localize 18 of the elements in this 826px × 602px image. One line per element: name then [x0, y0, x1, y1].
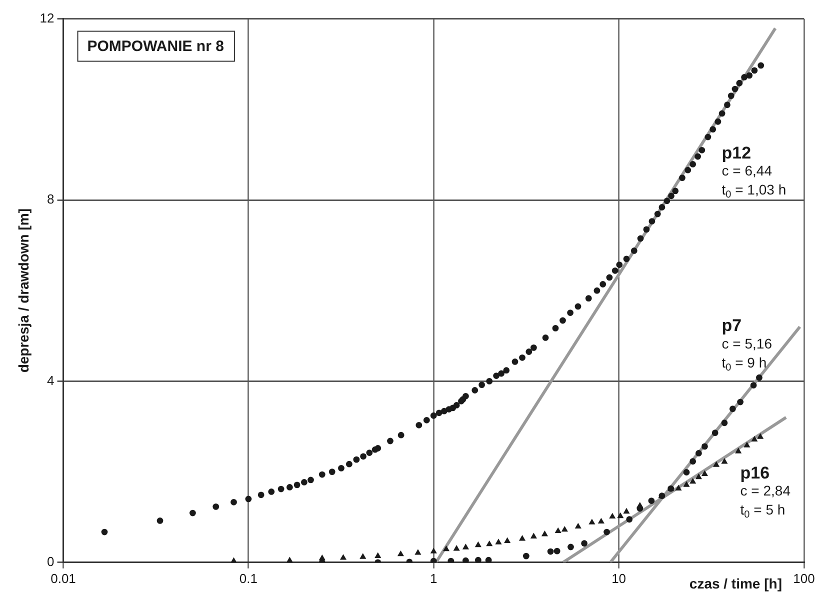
annotation: c = 6,44 [722, 162, 772, 178]
annotation: p12 [722, 143, 752, 162]
x-tick-label: 1 [430, 570, 438, 586]
x-tick-label: 10 [612, 570, 626, 586]
annotation: c = 2,84 [740, 482, 791, 499]
annotation: c = 5,16 [722, 335, 772, 352]
annotation: p16 [740, 463, 770, 482]
y-tick-label: 8 [47, 192, 54, 207]
text: POMPOWANIE nr 8 [87, 38, 224, 55]
y-tick-label: 0 [47, 554, 54, 569]
x-axis-title: czas / time [h] [689, 575, 782, 592]
y-axis-title: depresja / drawdown [m] [15, 208, 32, 373]
y-tick-label: 4 [47, 372, 54, 388]
y-tick-label: 12 [40, 10, 54, 26]
annotation: p7 [722, 316, 742, 336]
x-tick-label: 100 [793, 570, 815, 586]
x-tick-label: 0.01 [50, 570, 76, 586]
x-tick-label: 0.1 [239, 570, 258, 586]
